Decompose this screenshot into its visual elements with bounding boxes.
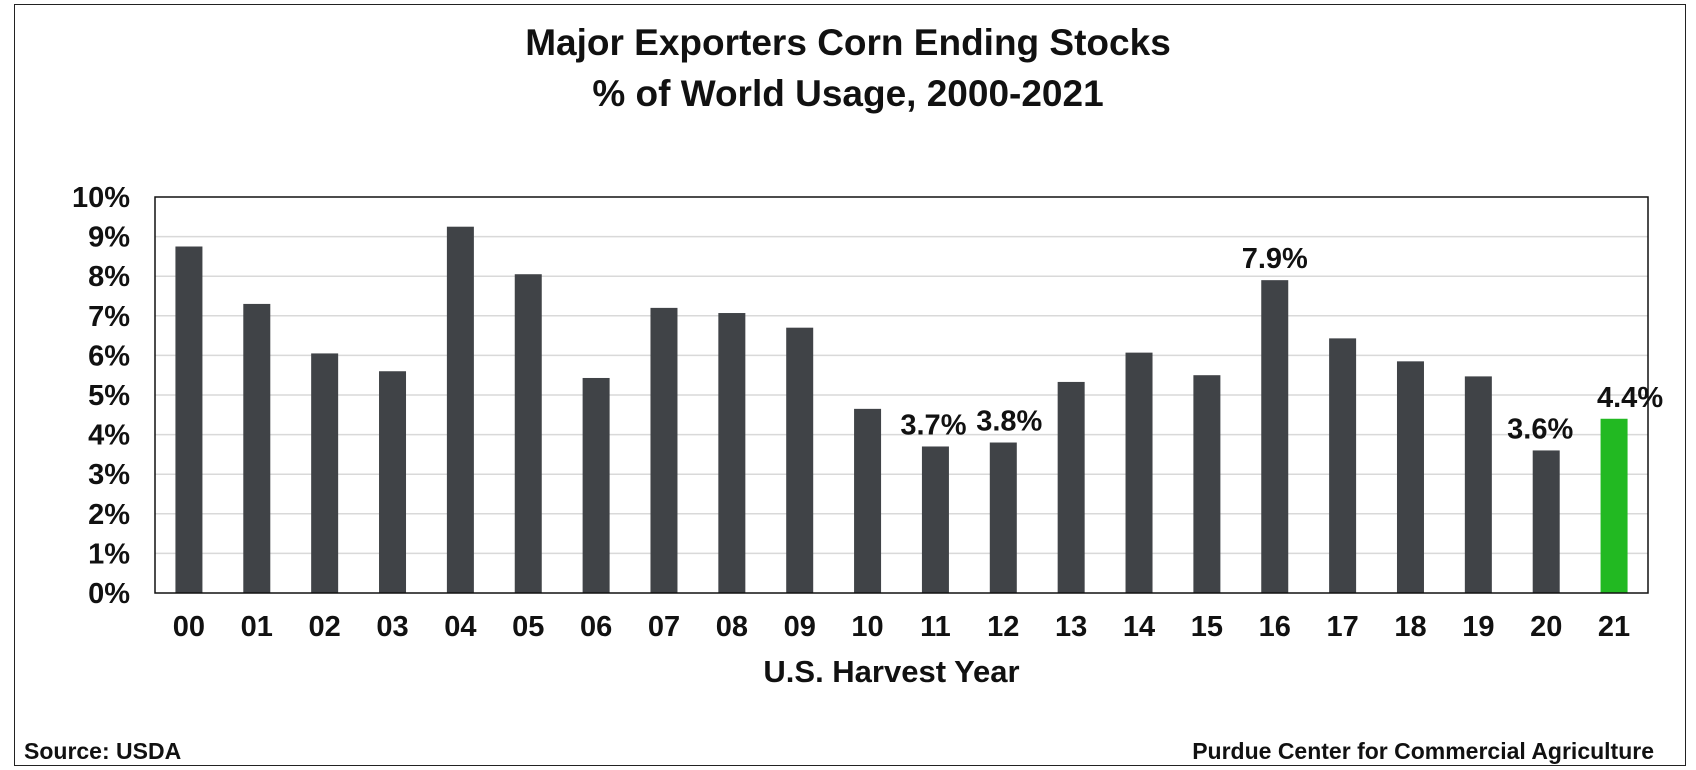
bar bbox=[650, 307, 678, 593]
bar bbox=[1464, 376, 1492, 593]
x-tick-label: 16 bbox=[1259, 611, 1291, 643]
y-tick-label: 9% bbox=[88, 222, 130, 254]
data-label: 3.8% bbox=[976, 406, 1042, 438]
x-tick-label: 03 bbox=[376, 611, 408, 643]
bar bbox=[1193, 375, 1221, 593]
bar bbox=[582, 377, 610, 593]
bar bbox=[1532, 450, 1560, 593]
x-tick-label: 18 bbox=[1394, 611, 1426, 643]
bar bbox=[1600, 418, 1628, 593]
bar bbox=[379, 371, 407, 593]
bar bbox=[243, 303, 271, 593]
y-tick-label: 5% bbox=[88, 380, 130, 412]
x-tick-label: 17 bbox=[1326, 611, 1358, 643]
bar bbox=[921, 446, 949, 593]
x-tick-label: 21 bbox=[1598, 611, 1630, 643]
y-tick-label: 7% bbox=[88, 301, 130, 333]
x-tick-label: 12 bbox=[987, 611, 1019, 643]
x-axis-label: U.S. Harvest Year bbox=[763, 654, 1019, 689]
x-tick-label: 15 bbox=[1191, 611, 1223, 643]
x-tick-label: 13 bbox=[1055, 611, 1087, 643]
plot-border bbox=[154, 196, 1649, 594]
bar bbox=[446, 226, 474, 593]
y-tick-label: 1% bbox=[88, 538, 130, 570]
x-tick-label: 20 bbox=[1530, 611, 1562, 643]
bar bbox=[854, 408, 882, 593]
x-tick-label: 11 bbox=[920, 611, 951, 643]
data-label: 4.4% bbox=[1597, 382, 1663, 414]
x-tick-label: 01 bbox=[241, 611, 273, 643]
x-tick-label: 19 bbox=[1462, 611, 1494, 643]
bar bbox=[1396, 361, 1424, 593]
bar bbox=[514, 274, 542, 593]
x-tick-label: 07 bbox=[648, 611, 680, 643]
bar bbox=[718, 313, 746, 593]
y-tick-label: 3% bbox=[88, 459, 130, 491]
x-tick-label: 05 bbox=[512, 611, 544, 643]
y-tick-label: 10% bbox=[72, 182, 130, 214]
x-tick-label: 10 bbox=[851, 611, 883, 643]
x-tick-label: 00 bbox=[173, 611, 205, 643]
credit-note: Purdue Center for Commercial Agriculture bbox=[1192, 738, 1654, 764]
y-tick-label: 4% bbox=[88, 420, 130, 452]
y-tick-label: 6% bbox=[88, 340, 130, 372]
x-tick-label: 06 bbox=[580, 611, 612, 643]
x-tick-label: 14 bbox=[1123, 611, 1155, 643]
bar bbox=[175, 246, 203, 593]
y-tick-label: 2% bbox=[88, 499, 130, 531]
bar bbox=[311, 353, 339, 593]
chart-title: Major Exporters Corn Ending Stocks bbox=[525, 22, 1171, 63]
data-label: 3.6% bbox=[1507, 413, 1573, 445]
x-tick-label: 04 bbox=[444, 611, 476, 643]
bar bbox=[1057, 381, 1085, 593]
source-note: Source: USDA bbox=[24, 738, 182, 764]
y-tick-label: 0% bbox=[88, 578, 130, 610]
bar bbox=[786, 327, 814, 593]
data-label: 7.9% bbox=[1242, 243, 1308, 275]
x-tick-label: 09 bbox=[784, 611, 816, 643]
data-label: 3.7% bbox=[900, 409, 966, 441]
chart-subtitle: % of World Usage, 2000-2021 bbox=[592, 73, 1104, 114]
bar bbox=[989, 442, 1017, 593]
bar bbox=[1329, 338, 1357, 593]
bar bbox=[1125, 352, 1153, 593]
y-tick-label: 8% bbox=[88, 261, 130, 293]
bar bbox=[1261, 280, 1289, 593]
x-tick-label: 08 bbox=[716, 611, 748, 643]
x-tick-label: 02 bbox=[309, 611, 341, 643]
